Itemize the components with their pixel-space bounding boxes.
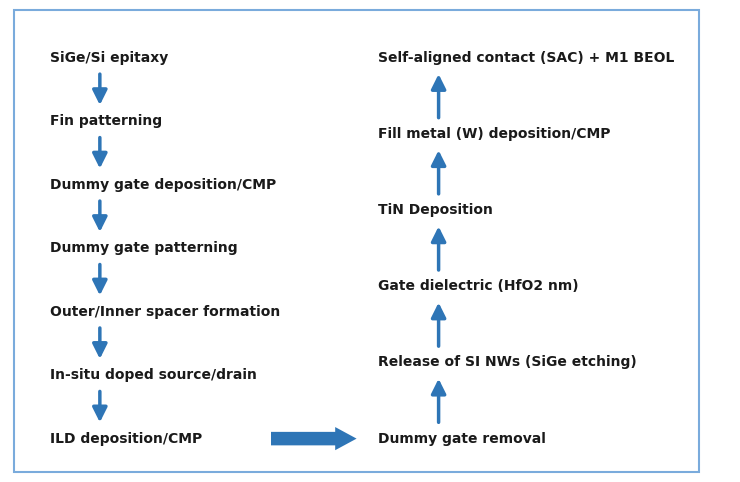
Text: Self-aligned contact (SAC) + M1 BEOL: Self-aligned contact (SAC) + M1 BEOL bbox=[378, 51, 674, 65]
Text: Fill metal (W) deposition/CMP: Fill metal (W) deposition/CMP bbox=[378, 127, 610, 141]
Text: Outer/Inner spacer formation: Outer/Inner spacer formation bbox=[50, 305, 280, 319]
Text: Gate dielectric (HfO2 nm): Gate dielectric (HfO2 nm) bbox=[378, 279, 579, 294]
Text: Dummy gate patterning: Dummy gate patterning bbox=[50, 241, 238, 255]
Text: Fin patterning: Fin patterning bbox=[50, 114, 162, 128]
Text: Release of SI NWs (SiGe etching): Release of SI NWs (SiGe etching) bbox=[378, 355, 636, 370]
Text: SiGe/Si epitaxy: SiGe/Si epitaxy bbox=[50, 51, 168, 65]
Polygon shape bbox=[271, 427, 357, 450]
Text: Dummy gate removal: Dummy gate removal bbox=[378, 431, 546, 446]
Text: ILD deposition/CMP: ILD deposition/CMP bbox=[50, 431, 202, 446]
Text: Dummy gate deposition/CMP: Dummy gate deposition/CMP bbox=[50, 178, 276, 192]
Text: In-situ doped source/drain: In-situ doped source/drain bbox=[50, 368, 257, 382]
Text: TiN Deposition: TiN Deposition bbox=[378, 203, 493, 217]
FancyBboxPatch shape bbox=[14, 10, 699, 472]
